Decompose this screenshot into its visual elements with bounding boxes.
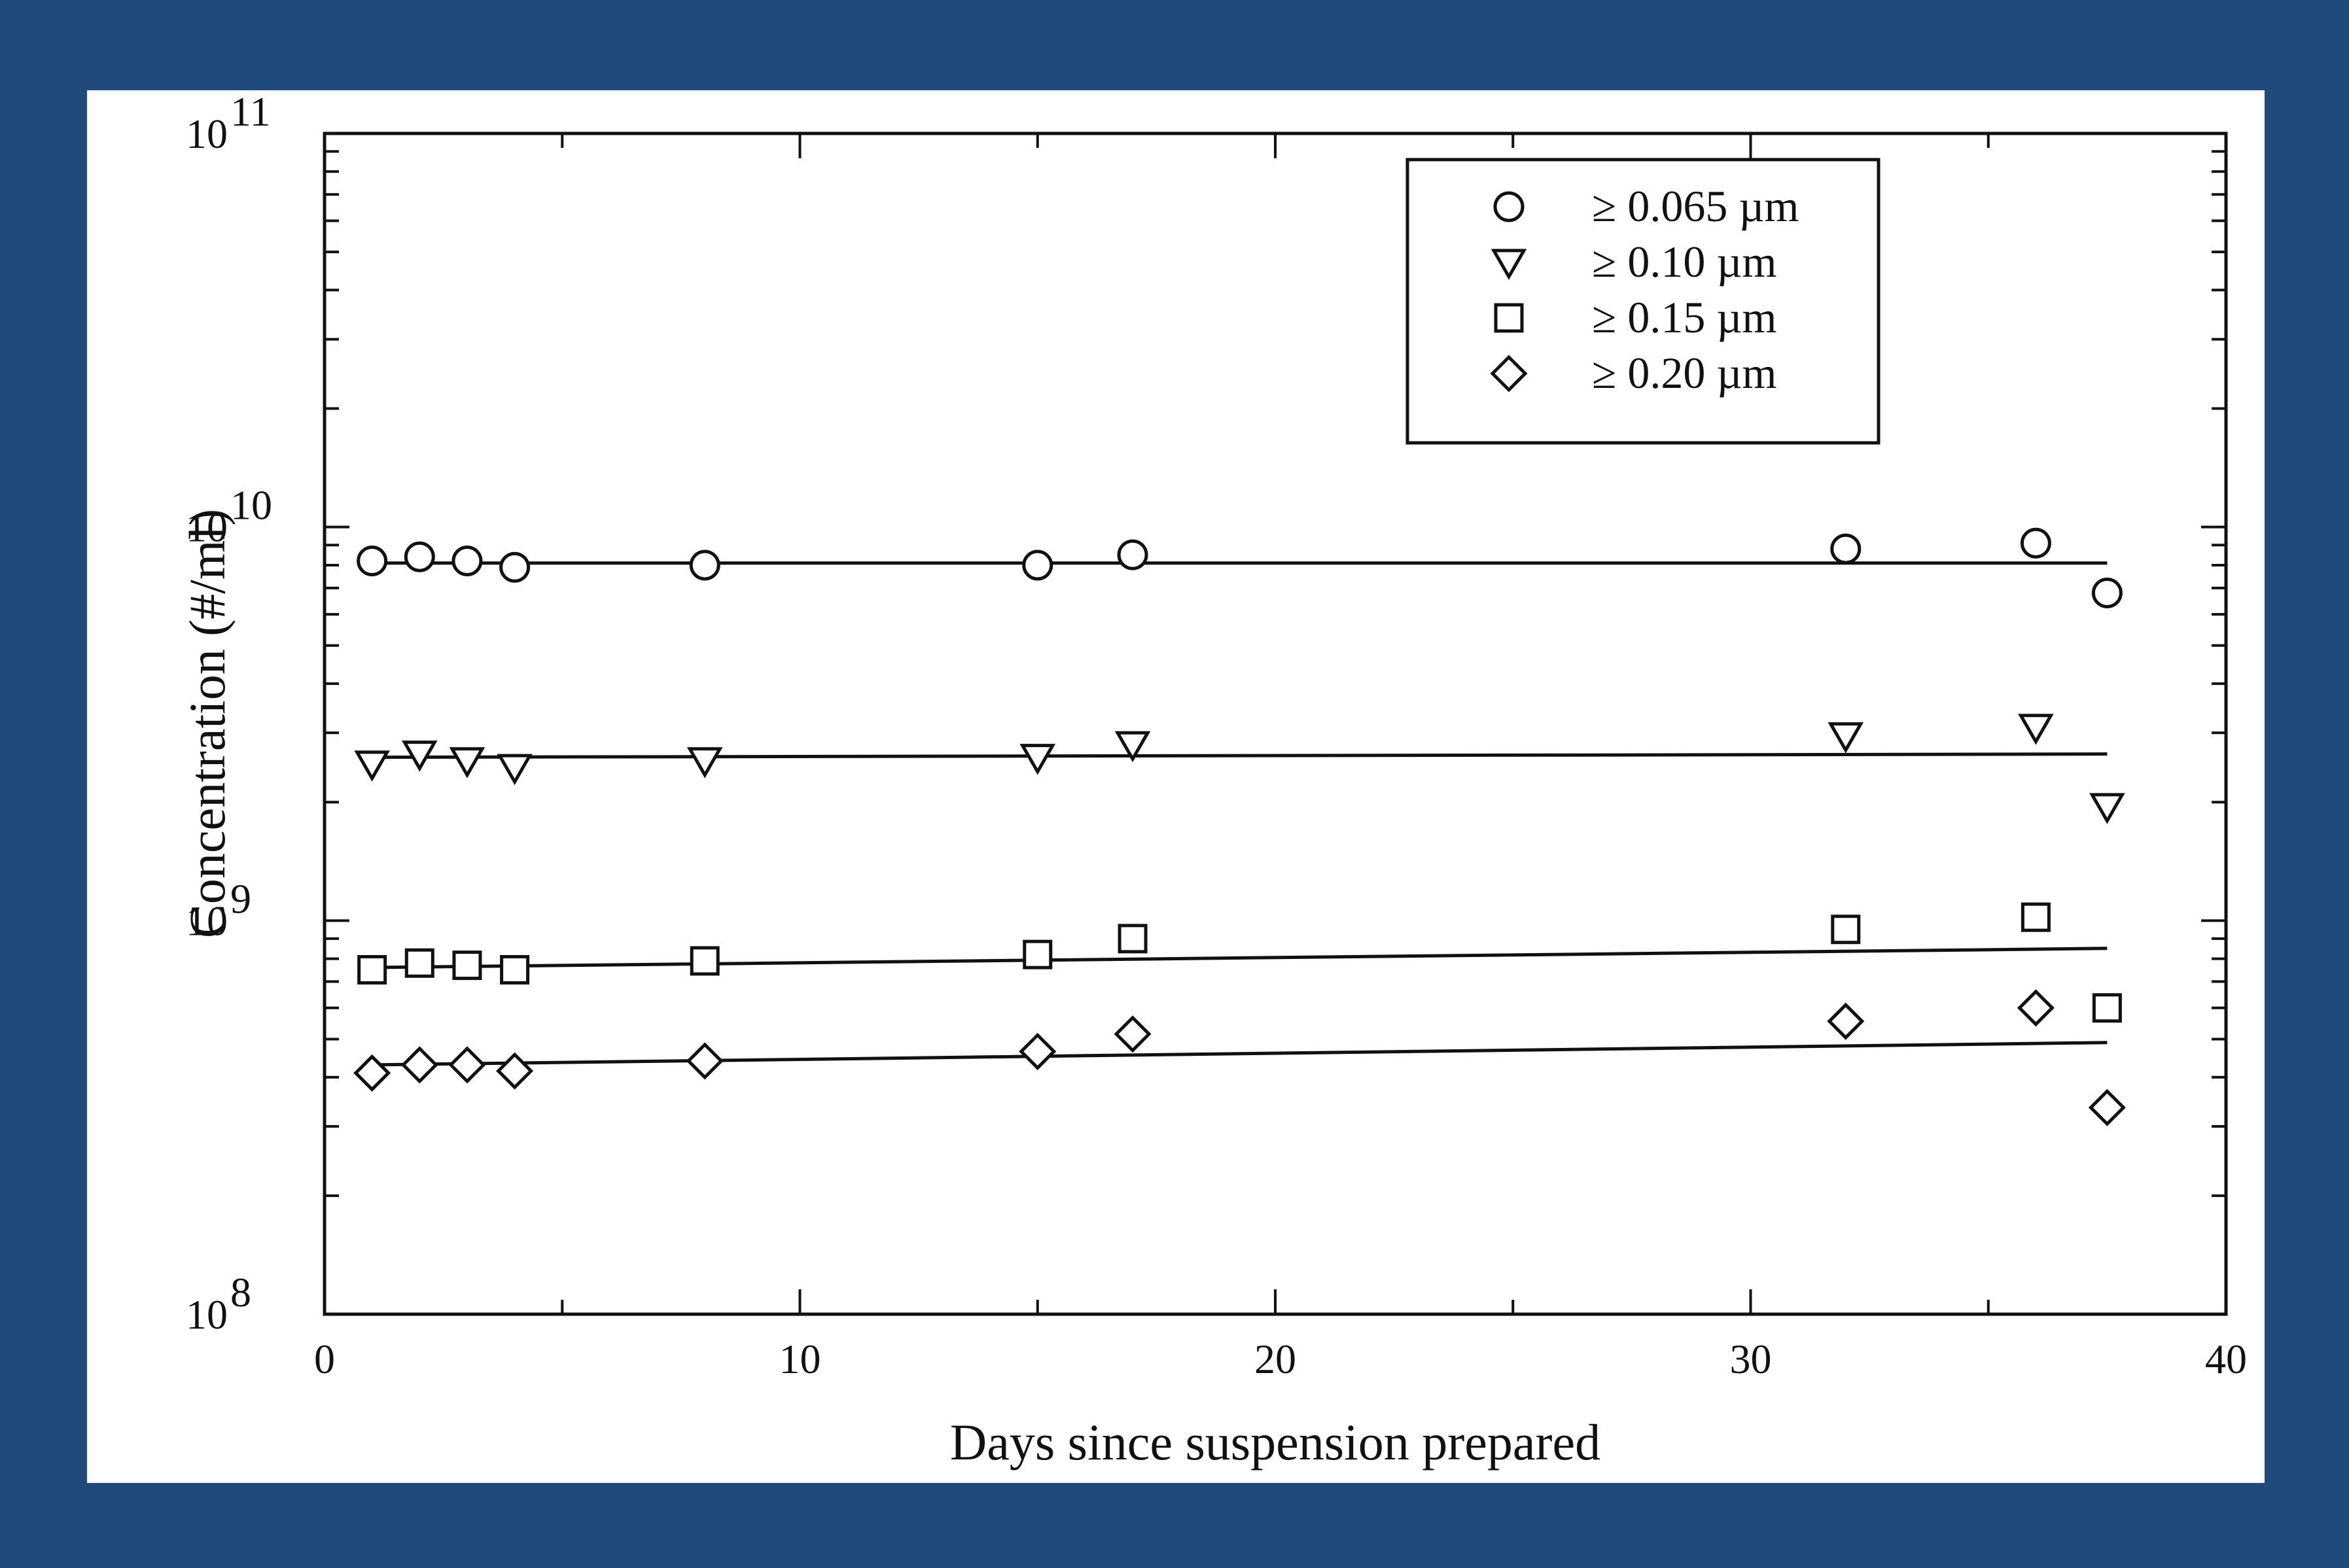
data-point-series-1	[404, 541, 435, 572]
data-point-series-2	[497, 754, 533, 786]
data-point-series-3	[357, 955, 387, 985]
y-tick-label: 10 8	[186, 1269, 251, 1338]
legend-item: ≥ 0.065 µm	[1493, 181, 1799, 231]
data-point-series-2	[401, 740, 438, 772]
x-tick-labels: 0 10 20 30 40	[314, 1336, 2247, 1382]
fit-line-series-4	[372, 1041, 2108, 1067]
legend-marker	[1494, 303, 1524, 333]
data-point-series-2	[2018, 714, 2054, 745]
data-point-series-2	[449, 747, 486, 778]
legend-label: ≥ 0.10 µm	[1592, 237, 1776, 287]
y-tick-label: 10 11	[186, 90, 271, 157]
data-point-series-4	[1114, 1015, 1152, 1053]
data-point-series-3	[1118, 924, 1148, 954]
data-point-series-2	[354, 750, 390, 782]
data-point-series-3	[2092, 993, 2122, 1023]
y-tick-exponent: 11	[230, 90, 271, 135]
data-point-series-3	[404, 948, 434, 978]
data-point-series-4	[2088, 1089, 2126, 1126]
data-point-series-3	[2021, 902, 2051, 932]
y-tick-base: 10	[186, 111, 228, 157]
plot-area-frame	[323, 131, 2228, 1316]
y-tick-base: 10	[186, 1291, 228, 1338]
axis-ticks	[323, 132, 2227, 1315]
data-point-series-2	[1828, 722, 1864, 754]
legend-marker	[1491, 249, 1527, 281]
legend-label: ≥ 0.15 µm	[1592, 292, 1776, 342]
data-point-series-3	[1023, 939, 1053, 969]
x-tick-label: 0	[314, 1336, 335, 1382]
data-point-series-1	[2020, 527, 2051, 559]
y-tick-exponent: 10	[230, 482, 272, 529]
data-point-series-2	[686, 747, 723, 778]
x-tick-label: 20	[1254, 1336, 1296, 1382]
x-tick-label: 40	[2205, 1336, 2247, 1382]
legend: ≥ 0.065 µm ≥ 0.10 µm≥ 0.15 µm ≥ 0.20 µm	[1405, 158, 1881, 445]
data-point-series-4	[353, 1054, 391, 1092]
data-point-series-1	[689, 549, 720, 581]
y-tick-label: 10 10	[186, 482, 272, 551]
fit-line-series-2	[372, 752, 2108, 759]
legend-item: ≥ 0.20 µm	[1490, 348, 1776, 398]
data-point-series-1	[451, 546, 483, 577]
y-tick-label: 10 9	[186, 875, 251, 944]
data-point-series-2	[2089, 793, 2125, 824]
y-tick-base: 10	[186, 504, 228, 551]
data-point-series-4	[1019, 1032, 1057, 1070]
fit-lines	[372, 561, 2108, 1067]
y-axis-label: Concentration (#/ml)	[179, 509, 236, 938]
data-point-series-1	[357, 546, 388, 577]
data-point-series-4	[496, 1052, 534, 1090]
data-point-series-3	[500, 955, 530, 985]
data-point-series-3	[452, 950, 482, 981]
y-tick-exponent: 8	[230, 1269, 251, 1315]
x-tick-label: 10	[779, 1336, 821, 1382]
data-point-series-1	[1117, 539, 1148, 570]
fit-line-series-3	[372, 947, 2108, 969]
legend-label: ≥ 0.20 µm	[1592, 348, 1776, 398]
legend-item: ≥ 0.10 µm	[1491, 237, 1776, 287]
y-tick-exponent: 9	[230, 875, 251, 922]
data-point-series-4	[400, 1046, 438, 1084]
data-points	[353, 527, 2126, 1126]
y-tick-base: 10	[186, 897, 228, 944]
legend-marker	[1493, 191, 1525, 222]
legend-item: ≥ 0.15 µm	[1494, 292, 1776, 342]
data-point-series-2	[1019, 744, 1056, 775]
data-point-series-4	[686, 1042, 724, 1080]
data-point-series-1	[1830, 533, 1862, 565]
data-point-series-1	[1022, 549, 1053, 581]
data-point-series-4	[1827, 1002, 1865, 1040]
x-tick-label: 30	[1730, 1336, 1772, 1382]
chart-panel: 0 10 20 30 40 10 8 10 9 10 10 10 11 Days since susp…	[87, 90, 2265, 1483]
x-axis-label: Days since suspension prepared	[950, 1414, 1600, 1471]
data-point-series-1	[2091, 577, 2123, 608]
data-point-series-1	[499, 551, 531, 583]
legend-marker	[1490, 355, 1528, 392]
data-point-series-4	[2017, 989, 2055, 1027]
legend-box	[1405, 158, 1881, 445]
legend-label: ≥ 0.065 µm	[1592, 181, 1799, 231]
data-point-series-3	[1831, 915, 1861, 945]
data-point-series-2	[1114, 731, 1151, 763]
data-point-series-4	[448, 1046, 486, 1084]
data-point-series-3	[690, 946, 720, 976]
